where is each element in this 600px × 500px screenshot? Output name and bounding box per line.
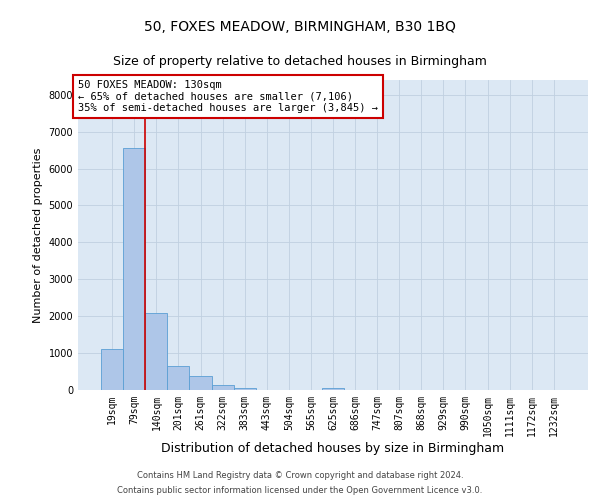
Bar	[233, 388, 256, 390]
Bar	[322, 388, 344, 390]
Bar	[212, 385, 233, 390]
Text: 50, FOXES MEADOW, BIRMINGHAM, B30 1BQ: 50, FOXES MEADOW, BIRMINGHAM, B30 1BQ	[144, 20, 456, 34]
Y-axis label: Number of detached properties: Number of detached properties	[33, 148, 43, 322]
Text: 50 FOXES MEADOW: 130sqm
← 65% of detached houses are smaller (7,106)
35% of semi: 50 FOXES MEADOW: 130sqm ← 65% of detache…	[78, 80, 378, 113]
Bar	[101, 350, 123, 390]
Text: Contains HM Land Registry data © Crown copyright and database right 2024.: Contains HM Land Registry data © Crown c…	[137, 471, 463, 480]
Text: Size of property relative to detached houses in Birmingham: Size of property relative to detached ho…	[113, 55, 487, 68]
X-axis label: Distribution of detached houses by size in Birmingham: Distribution of detached houses by size …	[161, 442, 505, 454]
Bar	[190, 376, 212, 390]
Bar	[123, 148, 145, 390]
Bar	[167, 366, 190, 390]
Bar	[145, 312, 167, 390]
Text: Contains public sector information licensed under the Open Government Licence v3: Contains public sector information licen…	[118, 486, 482, 495]
